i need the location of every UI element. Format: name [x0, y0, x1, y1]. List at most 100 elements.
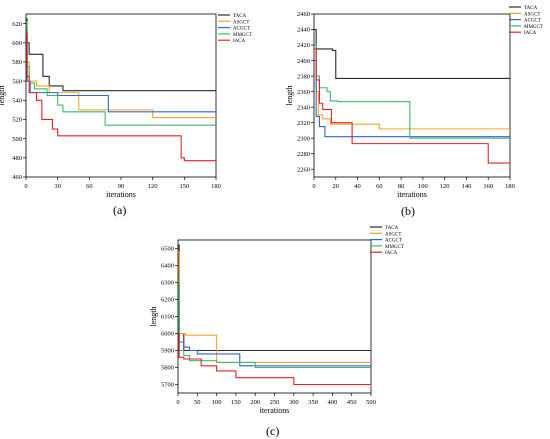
- y-tick-label: 2460: [297, 11, 310, 18]
- x-tick-label: 60: [86, 183, 93, 190]
- x-tick-label: 80: [398, 183, 405, 190]
- y-tick-label: 2260: [297, 166, 310, 173]
- legend-label-iaca: IACA: [233, 39, 246, 44]
- series-line-acgct: [178, 315, 371, 367]
- legend-label-acgct: ACGCT: [233, 27, 250, 32]
- legend-label-acgct: ACGCT: [385, 239, 402, 244]
- series-line-mmgct: [178, 281, 371, 369]
- series-line-asgct: [178, 251, 371, 363]
- y-tick-label: 560: [12, 78, 22, 85]
- y-tick-label: 540: [12, 97, 22, 104]
- plot-frame: [313, 13, 511, 178]
- x-tick-label: 400: [328, 399, 338, 406]
- x-tick-label: 140: [462, 183, 472, 190]
- x-tick-label: 500: [366, 399, 376, 406]
- x-tick-label: 180: [211, 183, 221, 190]
- chart-0: 0 30 60 90 120 150 180 460 480 500 520 540 560 580 600…: [0, 13, 252, 199]
- series-line-mmgct: [26, 21, 216, 126]
- series-line-iaca: [26, 32, 216, 162]
- x-tick-label: 0: [176, 399, 179, 406]
- series-line-iaca: [178, 332, 372, 388]
- chart-2: 0 50 100 150 200 250 300 350 400 450 500 5700 5800 59…: [149, 226, 404, 415]
- caption-b: (b): [401, 204, 415, 218]
- series-line-asgct: [26, 24, 216, 119]
- series-line-asgct: [314, 52, 510, 130]
- y-tick-label: 2300: [297, 135, 310, 142]
- legend-label-mmgct: MMGCT: [233, 33, 252, 38]
- y-tick-label: 2280: [297, 151, 310, 158]
- y-tick-label: 2360: [297, 89, 310, 96]
- y-tick-label: 6200: [161, 297, 174, 304]
- x-axis-label: iterations: [106, 190, 136, 199]
- series-line-iaca: [314, 48, 510, 164]
- y-tick-label: 6400: [161, 263, 174, 270]
- series-line-acgct: [26, 42, 216, 113]
- y-axis-label: length: [285, 86, 294, 106]
- x-tick-label: 30: [54, 183, 61, 190]
- x-tick-label: 20: [333, 183, 340, 190]
- y-tick-label: 5800: [161, 365, 174, 372]
- caption-c: (c): [266, 424, 280, 438]
- y-tick-label: 5900: [161, 348, 174, 355]
- x-tick-label: 150: [179, 183, 189, 190]
- legend-label-asgct: ASGCT: [233, 20, 249, 25]
- x-tick-label: 200: [250, 399, 260, 406]
- x-tick-label: 0: [312, 183, 315, 190]
- x-tick-label: 180: [505, 183, 515, 190]
- x-tick-label: 160: [483, 183, 493, 190]
- legend-label-taca: TACA: [385, 226, 399, 231]
- series-line-acgct: [314, 60, 510, 138]
- x-tick-label: 250: [270, 399, 280, 406]
- y-tick-label: 600: [12, 40, 22, 47]
- y-tick-label: 2320: [297, 120, 310, 127]
- y-axis-label: length: [149, 307, 158, 327]
- y-tick-label: 6000: [161, 331, 174, 338]
- y-tick-label: 6300: [161, 280, 174, 287]
- legend-label-taca: TACA: [524, 6, 538, 11]
- x-tick-label: 150: [231, 399, 241, 406]
- y-tick-label: 2400: [297, 58, 310, 65]
- y-axis-label: length: [0, 86, 6, 106]
- y-tick-label: 520: [12, 117, 22, 124]
- y-tick-label: 460: [12, 174, 22, 181]
- y-tick-label: 2440: [297, 27, 310, 34]
- x-tick-label: 100: [212, 399, 222, 406]
- x-tick-label: 90: [118, 183, 125, 190]
- x-tick-label: 60: [376, 183, 383, 190]
- y-tick-label: 2340: [297, 104, 310, 111]
- plot-frame: [177, 239, 372, 394]
- x-tick-label: 0: [24, 183, 27, 190]
- y-tick-label: 2380: [297, 73, 310, 80]
- legend-label-acgct: ACGCT: [524, 19, 541, 24]
- x-tick-label: 450: [347, 399, 357, 406]
- legend-label-mmgct: MMGCT: [385, 245, 404, 250]
- series-line-taca: [26, 18, 216, 92]
- chart-1: 0 20 40 60 80 100 120 140 160 180 2260 2280 2300 2320…: [285, 6, 543, 199]
- y-tick-label: 620: [12, 21, 22, 28]
- y-tick-label: 6500: [161, 246, 174, 253]
- y-tick-label: 6100: [161, 314, 174, 321]
- x-tick-label: 350: [308, 399, 318, 406]
- legend-label-asgct: ASGCT: [524, 12, 540, 17]
- y-tick-label: 580: [12, 59, 22, 66]
- y-tick-label: 2420: [297, 42, 310, 49]
- legend-label-iaca: IACA: [524, 31, 537, 36]
- legend-label-iaca: IACA: [385, 251, 398, 256]
- legend-label-taca: TACA: [233, 14, 247, 19]
- legend-label-mmgct: MMGCT: [524, 25, 543, 30]
- x-tick-label: 50: [194, 399, 201, 406]
- x-axis-label: iterations: [260, 406, 290, 415]
- x-tick-label: 100: [418, 183, 428, 190]
- x-tick-label: 120: [148, 183, 158, 190]
- x-tick-label: 40: [354, 183, 361, 190]
- y-tick-label: 480: [12, 155, 22, 162]
- y-tick-label: 500: [12, 136, 22, 143]
- x-axis-label: iterations: [397, 190, 427, 199]
- caption-a: (a): [113, 203, 127, 217]
- y-tick-label: 5700: [161, 382, 174, 389]
- x-tick-label: 120: [440, 183, 450, 190]
